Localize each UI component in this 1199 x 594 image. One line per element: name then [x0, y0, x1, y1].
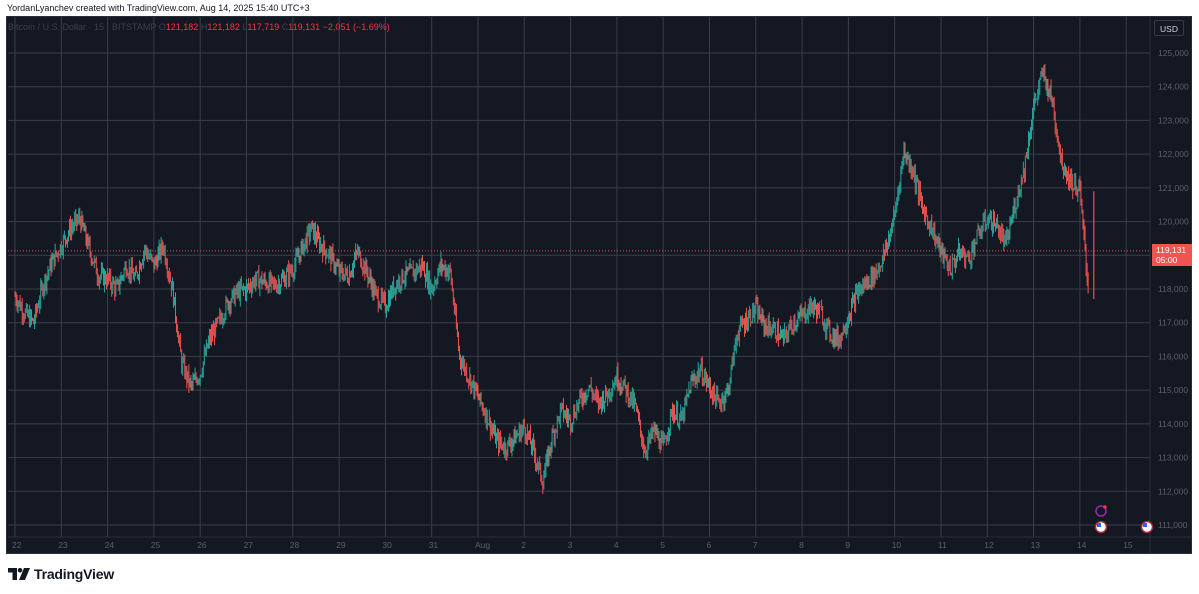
x-tick-label: 7	[753, 540, 758, 550]
x-tick-label: 15	[1123, 540, 1133, 550]
y-tick-label: 117,000	[1158, 318, 1188, 328]
y-tick-label: 112,000	[1158, 486, 1188, 496]
x-tick-label: 10	[892, 540, 902, 550]
y-tick-label: 114,000	[1158, 419, 1188, 429]
y-tick-label: 116,000	[1158, 351, 1188, 361]
x-tick-label: 25	[151, 540, 161, 550]
x-tick-label: Aug	[475, 540, 490, 550]
high-value: 121,182	[207, 22, 240, 32]
brand-name: TradingView	[34, 566, 115, 582]
x-tick-label: 12	[984, 540, 994, 550]
x-tick-label: 23	[58, 540, 68, 550]
y-tick-label: 113,000	[1158, 453, 1188, 463]
y-tick-label: 122,000	[1158, 149, 1189, 159]
x-tick-label: 13	[1031, 540, 1041, 550]
chart-credit: YordanLyanchev created with TradingView.…	[7, 3, 310, 13]
close-value: 119,131	[288, 22, 321, 32]
open-value: 121,182	[165, 22, 199, 32]
y-tick-label: 120,000	[1158, 217, 1189, 227]
x-tick-label: 31	[429, 540, 439, 550]
y-tick-label: 118,000	[1158, 284, 1188, 294]
x-tick-label: 2	[521, 540, 526, 550]
x-tick-label: 6	[707, 540, 712, 550]
x-tick-label: 4	[614, 540, 619, 550]
x-tick-label: 24	[105, 540, 115, 550]
x-tick-label: 5	[660, 540, 665, 550]
x-tick-label: 30	[382, 540, 392, 550]
x-tick-label: 28	[290, 540, 300, 550]
low-value: 117,719	[247, 22, 280, 32]
tradingview-logo[interactable]: TradingView	[8, 566, 114, 582]
ohlc-legend: Bitcoin / U.S. Dollar · 15 · BITSTAMP O1…	[8, 22, 390, 32]
currency-button[interactable]: USD	[1154, 20, 1184, 36]
y-tick-label: 123,000	[1158, 115, 1189, 125]
x-tick-label: 26	[197, 540, 207, 550]
x-tick-label: 29	[336, 540, 346, 550]
last-price: 119,131	[1156, 245, 1187, 255]
x-tick-label: 11	[938, 540, 947, 550]
tradingview-logo-icon	[8, 568, 30, 580]
y-tick-label: 121,000	[1158, 183, 1189, 193]
change-value: −2,051 (−1.69%)	[322, 22, 390, 32]
x-tick-label: 3	[568, 540, 573, 550]
y-tick-label: 111,000	[1158, 520, 1188, 530]
bar-countdown: 05:00	[1156, 255, 1178, 265]
lightning-event-icon[interactable]	[1095, 505, 1107, 517]
x-tick-label: 9	[845, 540, 850, 550]
last-price-tag: 119,131 05:00	[1152, 244, 1192, 266]
x-tick-label: 8	[799, 540, 804, 550]
chart-pane[interactable]	[6, 16, 1192, 554]
x-tick-label: 14	[1077, 540, 1087, 550]
y-tick-label: 115,000	[1158, 385, 1188, 395]
x-tick-label: 27	[244, 540, 254, 550]
y-tick-label: 125,000	[1158, 48, 1189, 58]
symbol-label: Bitcoin / U.S. Dollar · 15 · BITSTAMP	[8, 22, 157, 32]
y-tick-label: 124,000	[1158, 82, 1189, 92]
x-tick-label: 22	[12, 540, 22, 550]
